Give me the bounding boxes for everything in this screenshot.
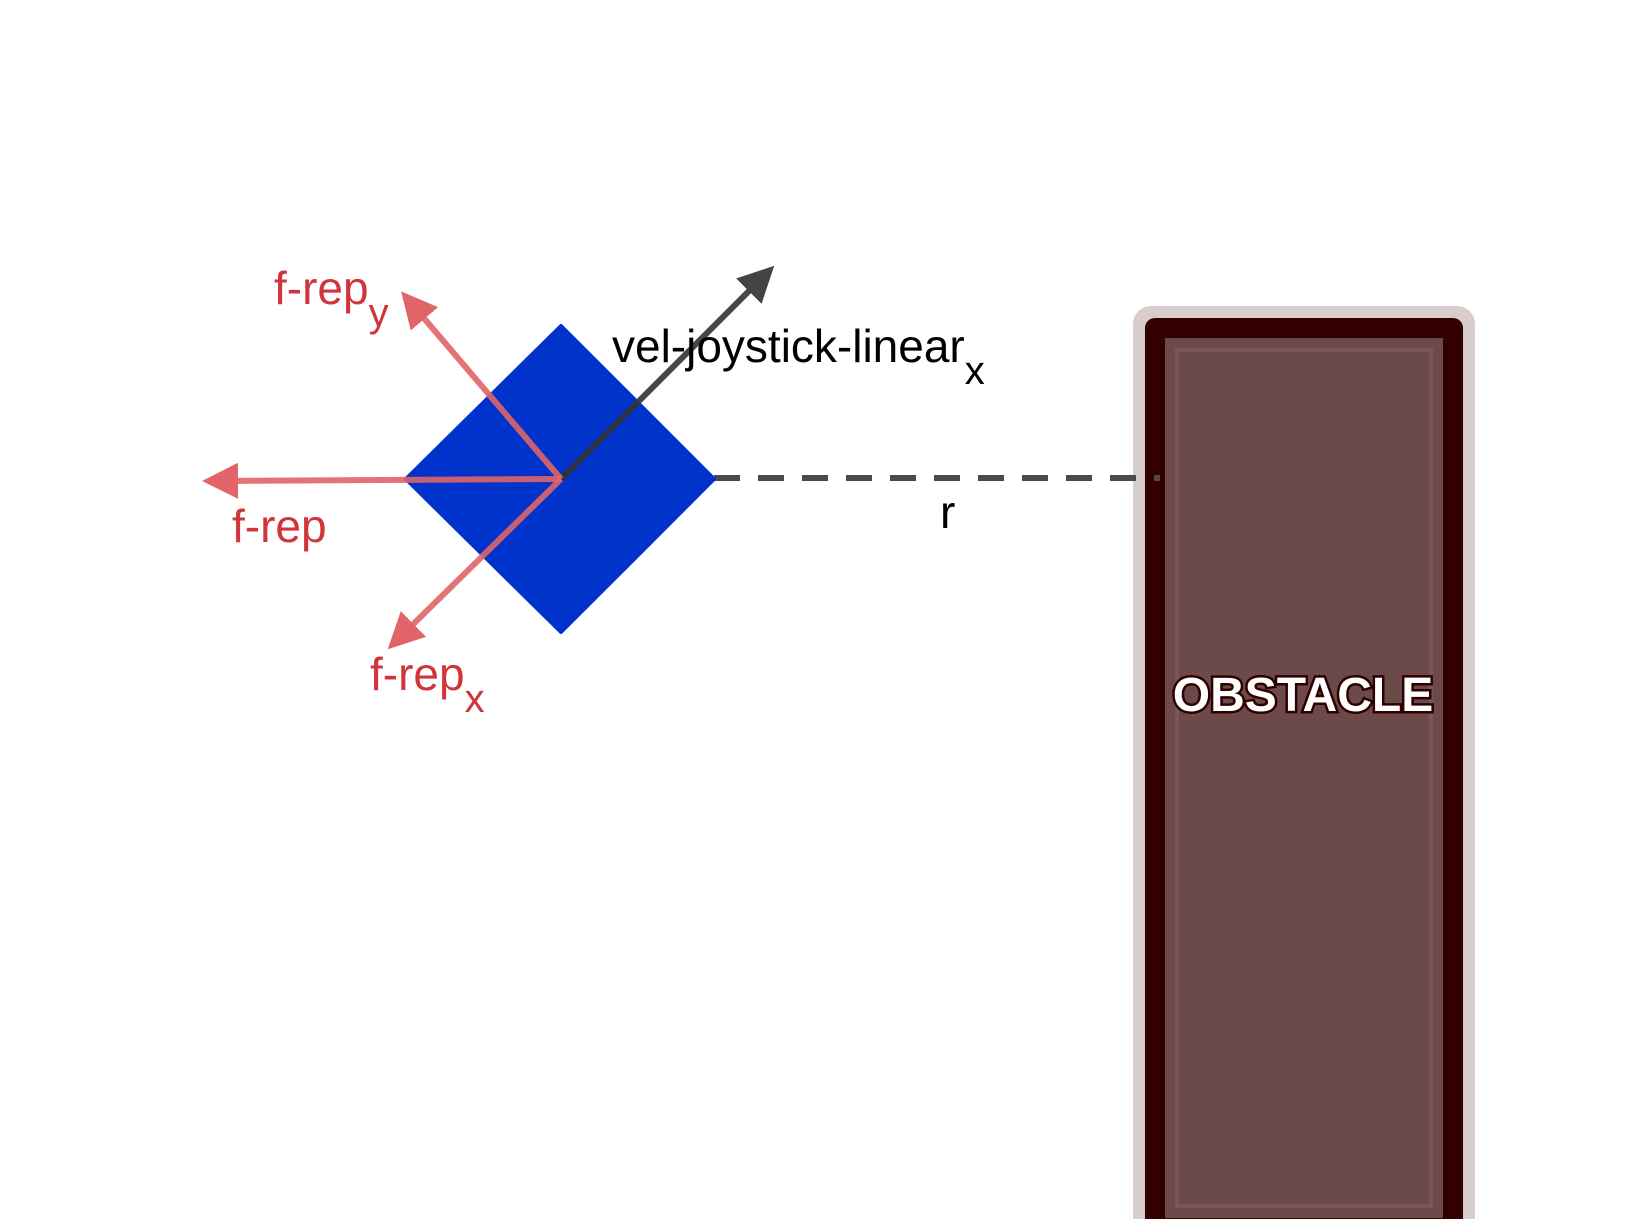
frep-label: f-rep bbox=[232, 500, 327, 552]
obstacle: OBSTACLE bbox=[1133, 306, 1475, 1219]
frep-x-label-base: f-rep bbox=[370, 648, 465, 700]
velocity-label-sub: x bbox=[965, 349, 985, 393]
obstacle-label: OBSTACLE bbox=[1173, 669, 1433, 722]
frep-x-label-sub: x bbox=[465, 677, 485, 721]
frep-y-label-sub: y bbox=[369, 291, 389, 335]
velocity-label-base: vel-joystick-linear bbox=[612, 320, 965, 372]
distance-label: r bbox=[940, 486, 955, 538]
frep-y-label-base: f-rep bbox=[274, 262, 369, 314]
velocity-label: vel-joystick-linearx bbox=[612, 320, 985, 393]
frep-arrow bbox=[208, 479, 561, 481]
obstacle-body bbox=[1165, 338, 1443, 1218]
frep-x-label: f-repx bbox=[370, 648, 485, 721]
frep-y-label: f-repy bbox=[274, 262, 389, 335]
